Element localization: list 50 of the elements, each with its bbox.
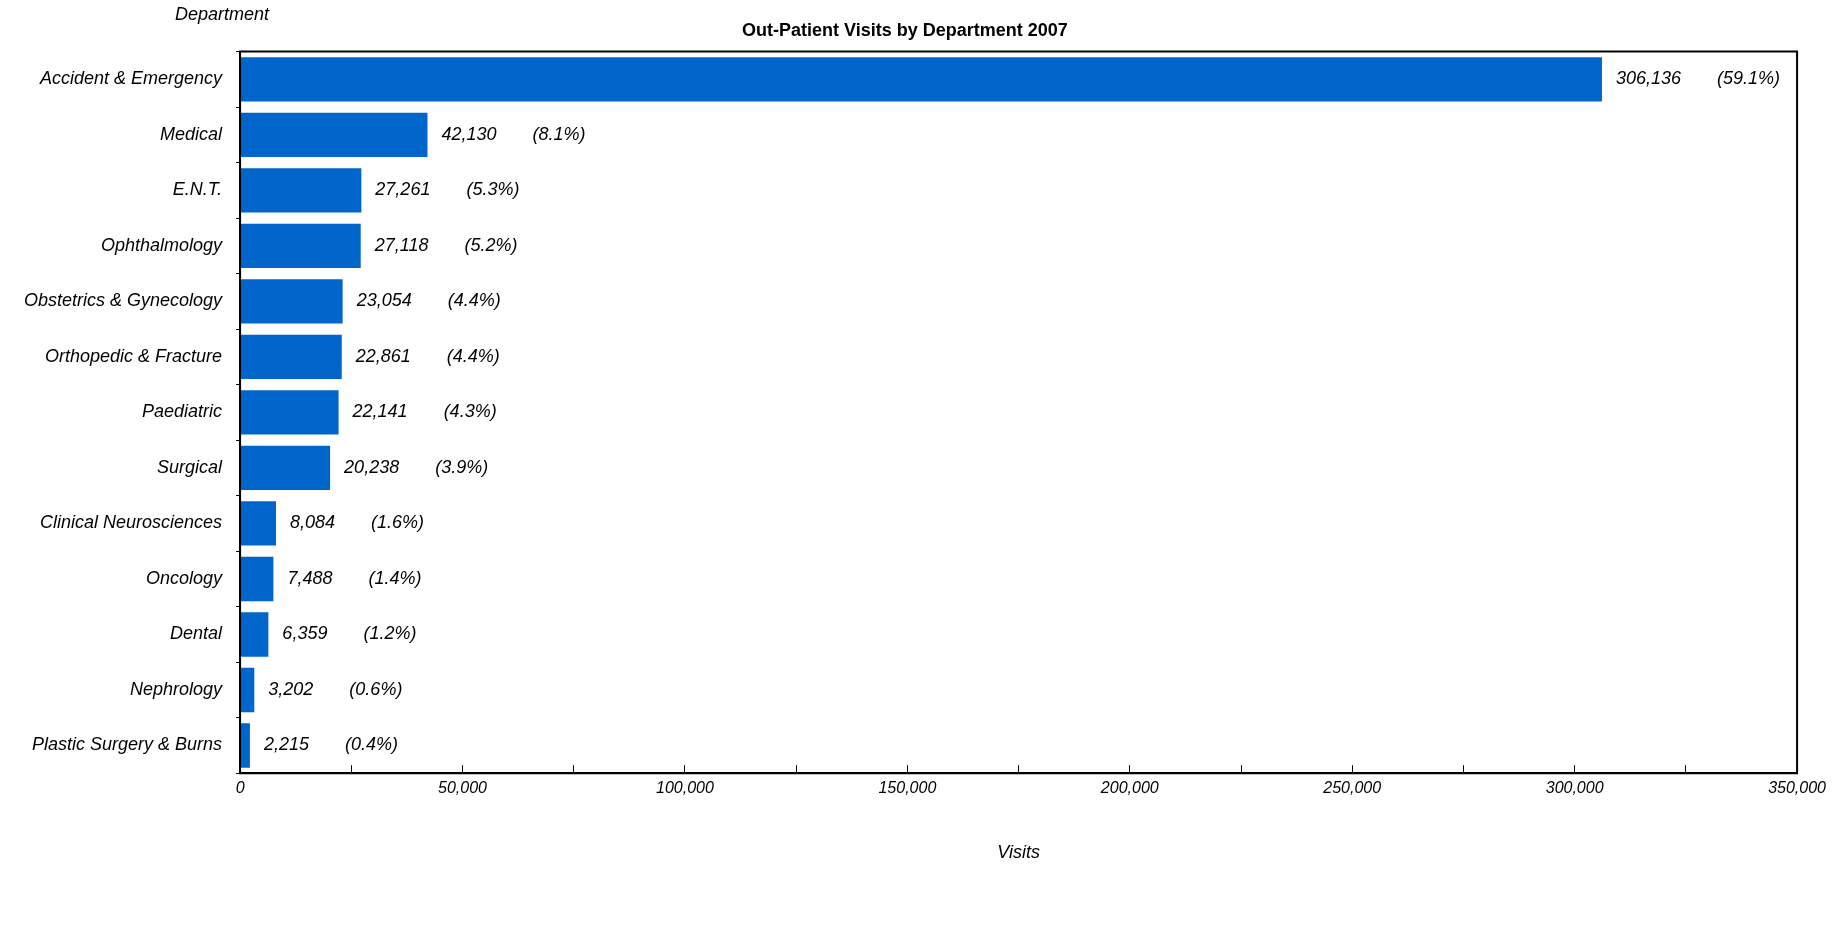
bar	[240, 556, 274, 602]
y-tick-label: Ophthalmology	[101, 234, 224, 255]
data-label: 42,130 (8.1%)	[441, 123, 586, 144]
x-tick-label: 50,000	[438, 779, 488, 797]
bar	[240, 445, 331, 491]
y-tick-label: Nephrology	[130, 678, 224, 699]
bar	[240, 334, 342, 380]
bar	[240, 57, 1602, 102]
y-tick-label: Dental	[170, 623, 224, 644]
y-tick-label: Surgical	[157, 456, 224, 477]
y-tick-label: Plastic Surgery & Burns	[32, 734, 223, 755]
bar	[240, 667, 255, 713]
data-label: 27,118 (5.2%)	[373, 234, 518, 255]
y-tick-label: Orthopedic & Fracture	[45, 345, 223, 366]
x-tick-label: 250,000	[1322, 779, 1382, 797]
bar	[240, 612, 269, 657]
bar	[240, 723, 250, 768]
y-axis-title: Department	[174, 4, 271, 24]
bar	[240, 390, 339, 435]
y-tick-label: Accident & Emergency	[38, 68, 224, 89]
data-label: 22,141 (4.3%)	[351, 401, 497, 422]
data-label: 306,136 (59.1%)	[1615, 68, 1781, 89]
x-tick-label: 150,000	[878, 779, 937, 797]
data-label: 20,238 (3.9%)	[343, 456, 489, 477]
data-label: 2,215 (0.4%)	[262, 734, 398, 755]
bar	[240, 112, 428, 158]
y-tick-label: Medical	[160, 123, 224, 144]
bar	[240, 501, 277, 546]
y-tick-label: E.N.T.	[172, 179, 223, 200]
x-axis-title: Visits	[997, 842, 1040, 863]
data-label: 8,084 (1.6%)	[290, 512, 425, 533]
data-label: 7,488 (1.4%)	[287, 567, 422, 588]
data-label: 23,054 (4.4%)	[355, 290, 501, 311]
data-label: 6,359 (1.2%)	[282, 623, 417, 644]
x-tick-label: 350,000	[1768, 779, 1827, 797]
x-tick-label: 300,000	[1545, 779, 1604, 797]
y-tick-label: Oncology	[146, 567, 224, 588]
y-tick-label: Obstetrics & Gynecology	[23, 290, 224, 311]
x-tick-label: 200,000	[1099, 779, 1159, 797]
data-label: 27,261 (5.3%)	[374, 179, 520, 200]
y-tick-label: Paediatric	[142, 401, 223, 422]
x-tick-label: 100,000	[656, 779, 714, 797]
data-label: 3,202 (0.6%)	[268, 678, 403, 699]
data-label: 22,861 (4.4%)	[354, 345, 500, 366]
bar	[240, 279, 343, 324]
x-tick-label: 0	[235, 779, 245, 797]
chart-title: Out-Patient Visits by Department 2007	[742, 19, 1068, 40]
y-tick-label: Clinical Neurosciences	[40, 512, 223, 533]
bar	[240, 168, 362, 213]
bar	[240, 223, 361, 269]
